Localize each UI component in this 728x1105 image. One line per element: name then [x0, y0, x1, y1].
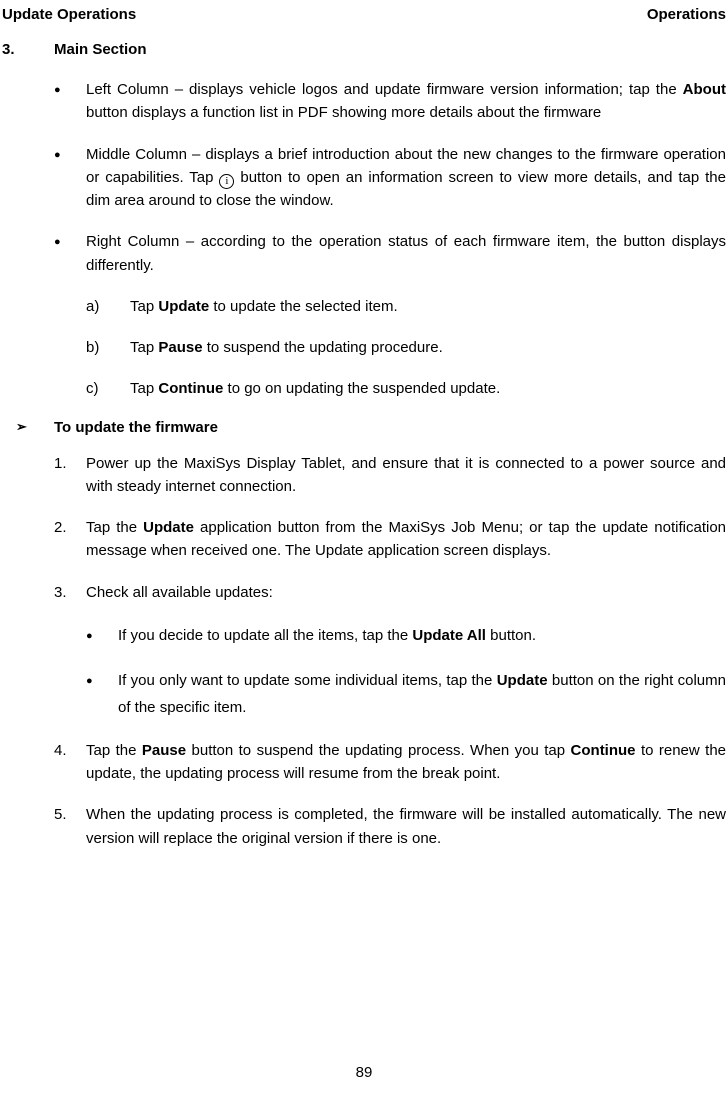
continue-keyword: Continue: [158, 380, 223, 397]
middle-column-bullet: Middle Column – displays a brief introdu…: [2, 143, 726, 213]
page-content: 3. Main Section Left Column – displays v…: [0, 23, 728, 850]
update-keyword: Update: [497, 672, 548, 689]
step-number: 5.: [54, 803, 67, 826]
section-title: Main Section: [54, 41, 147, 58]
procedure-steps-cont: 4. Tap the Pause button to suspend the u…: [2, 739, 726, 850]
text: to update the selected item.: [209, 298, 397, 315]
letter-a: a) Tap Update to update the selected ite…: [2, 295, 726, 318]
text: If you decide to update all the items, t…: [118, 627, 412, 644]
step-3b: If you only want to update some individu…: [2, 667, 726, 721]
letter-c: c) Tap Continue to go on updating the su…: [2, 377, 726, 400]
letter-label: c): [86, 377, 99, 400]
text: Power up the MaxiSys Display Tablet, and…: [86, 455, 726, 495]
step-5: 5. When the updating process is complete…: [2, 803, 726, 850]
left-column-bullet: Left Column – displays vehicle logos and…: [2, 78, 726, 125]
text: button displays a function list in PDF s…: [86, 104, 601, 121]
procedure-heading: To update the firmware: [2, 419, 726, 436]
text: Tap: [130, 298, 158, 315]
letter-label: a): [86, 295, 99, 318]
header-right: Operations: [647, 6, 726, 23]
procedure-title: To update the firmware: [54, 419, 218, 436]
text: to suspend the updating procedure.: [203, 339, 443, 356]
section-number: 3.: [2, 41, 54, 58]
continue-keyword: Continue: [571, 742, 636, 759]
letter-b: b) Tap Pause to suspend the updating pro…: [2, 336, 726, 359]
letter-label: b): [86, 336, 99, 359]
section-heading: 3. Main Section: [2, 41, 726, 58]
text: When the updating process is completed, …: [86, 806, 726, 846]
text: button.: [486, 627, 536, 644]
text: Check all available updates:: [86, 584, 273, 601]
text: Tap: [130, 339, 158, 356]
text: Tap: [130, 380, 158, 397]
update-all-keyword: Update All: [412, 627, 486, 644]
text: button to suspend the updating process. …: [186, 742, 570, 759]
update-keyword: Update: [143, 519, 194, 536]
update-keyword: Update: [158, 298, 209, 315]
pause-keyword: Pause: [142, 742, 186, 759]
step-number: 2.: [54, 516, 67, 539]
about-keyword: About: [683, 81, 726, 98]
lettered-list: a) Tap Update to update the selected ite…: [2, 295, 726, 401]
header-left: Update Operations: [2, 6, 136, 23]
text: Tap the: [86, 742, 142, 759]
info-icon: i: [219, 174, 234, 189]
step-2: 2. Tap the Update application button fro…: [2, 516, 726, 563]
step-3-sublist: If you decide to update all the items, t…: [2, 622, 726, 721]
step-number: 1.: [54, 452, 67, 475]
text: to go on updating the suspended update.: [223, 380, 500, 397]
step-number: 4.: [54, 739, 67, 762]
procedure-steps: 1. Power up the MaxiSys Display Tablet, …: [2, 452, 726, 604]
step-4: 4. Tap the Pause button to suspend the u…: [2, 739, 726, 786]
text: Right Column – according to the operatio…: [86, 233, 726, 273]
column-bullets: Left Column – displays vehicle logos and…: [2, 78, 726, 277]
step-3: 3. Check all available updates:: [2, 581, 726, 604]
step-1: 1. Power up the MaxiSys Display Tablet, …: [2, 452, 726, 499]
text: Left Column – displays vehicle logos and…: [86, 81, 683, 98]
text: Tap the: [86, 519, 143, 536]
page-header: Update Operations Operations: [2, 0, 726, 23]
text: If you only want to update some individu…: [118, 672, 497, 689]
right-column-bullet: Right Column – according to the operatio…: [2, 230, 726, 277]
step-3a: If you decide to update all the items, t…: [2, 622, 726, 649]
step-number: 3.: [54, 581, 67, 604]
page-number: 89: [0, 1064, 728, 1081]
pause-keyword: Pause: [158, 339, 202, 356]
